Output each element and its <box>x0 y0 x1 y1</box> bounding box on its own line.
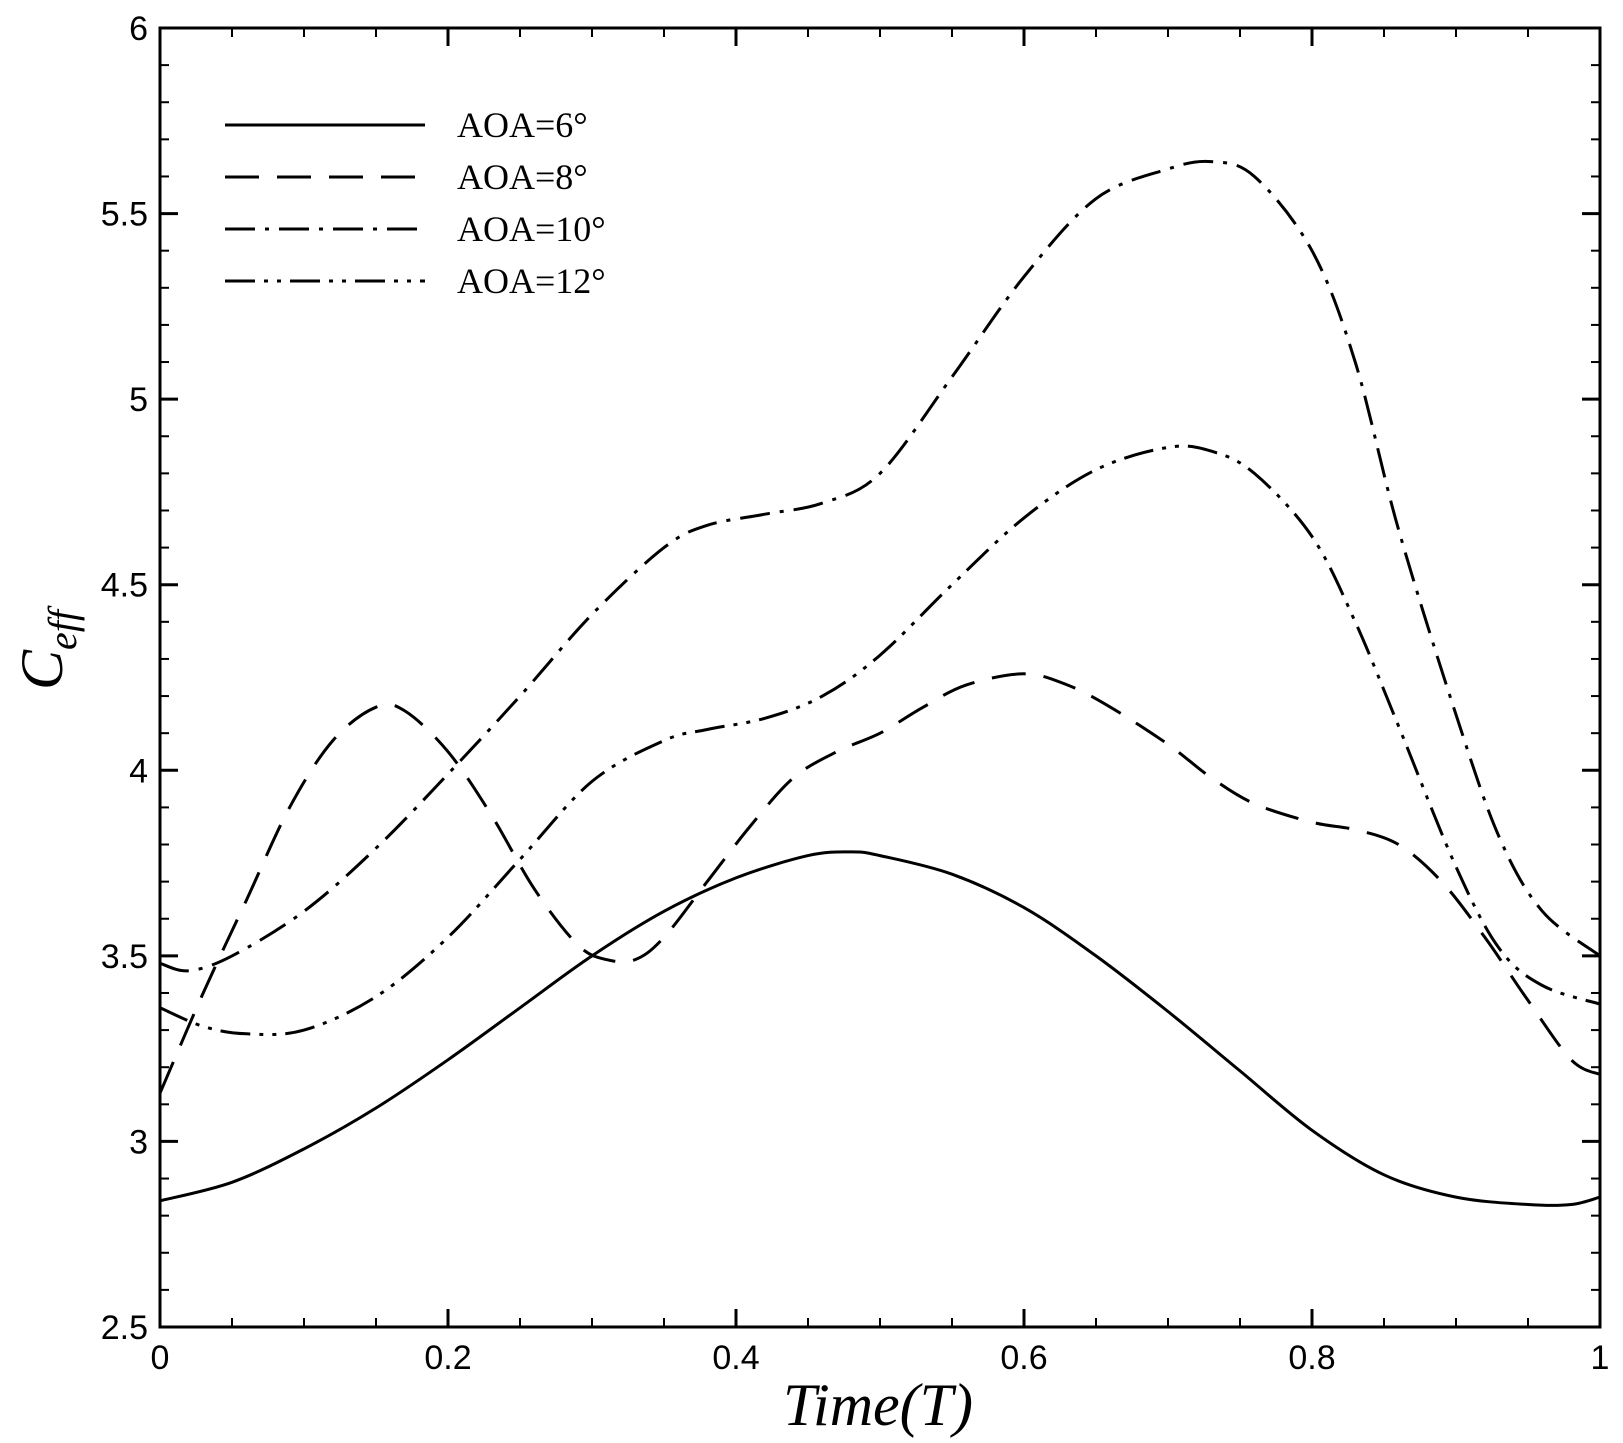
y-tick-label: 5.5 <box>101 196 148 234</box>
x-axis-title: Time(T) <box>783 1372 973 1438</box>
y-axis-title-sub: eff <box>40 605 85 650</box>
series-layer <box>158 159 1601 1207</box>
x-tick-label: 0.4 <box>712 1339 759 1377</box>
y-tick-label: 6 <box>129 10 148 48</box>
y-axis-title: Ceff <box>9 605 85 690</box>
series-line-2 <box>158 672 1601 1094</box>
x-tick-label: 0 <box>151 1339 170 1377</box>
legend-label-4: AOA=12° <box>457 261 606 301</box>
y-tick-label: 2.5 <box>101 1309 148 1347</box>
series-line-1 <box>159 850 1601 1207</box>
legend-label-2: AOA=8° <box>457 157 588 197</box>
x-tick-labels: 0 0.2 0.4 0.6 0.8 1 <box>151 1339 1610 1377</box>
x-tick-label: 0.6 <box>1000 1339 1047 1377</box>
x-tick-label: 1 <box>1591 1339 1610 1377</box>
plot-frame <box>158 26 1602 1329</box>
legend-label-1: AOA=6° <box>457 105 588 145</box>
legend-label-3: AOA=10° <box>457 209 606 249</box>
series-line-4 <box>159 444 1601 1037</box>
y-tick-labels: 2.5 3 3.5 4 4.5 5 5.5 6 <box>101 10 148 1347</box>
y-tick-label: 3.5 <box>101 938 148 976</box>
y-tick-label: 4.5 <box>101 567 148 605</box>
x-tick-label: 0.8 <box>1288 1339 1335 1377</box>
y-tick-label: 4 <box>129 752 148 790</box>
ticks-layer <box>158 26 1602 1329</box>
x-tick-label: 0.2 <box>424 1339 471 1377</box>
y-axis-title-main: C <box>9 649 75 690</box>
y-tick-label: 5 <box>129 381 148 419</box>
series-line-3 <box>159 159 1601 973</box>
y-tick-label: 3 <box>129 1123 148 1161</box>
legend: AOA=6° AOA=8° AOA=10° AOA=12° <box>225 105 606 301</box>
